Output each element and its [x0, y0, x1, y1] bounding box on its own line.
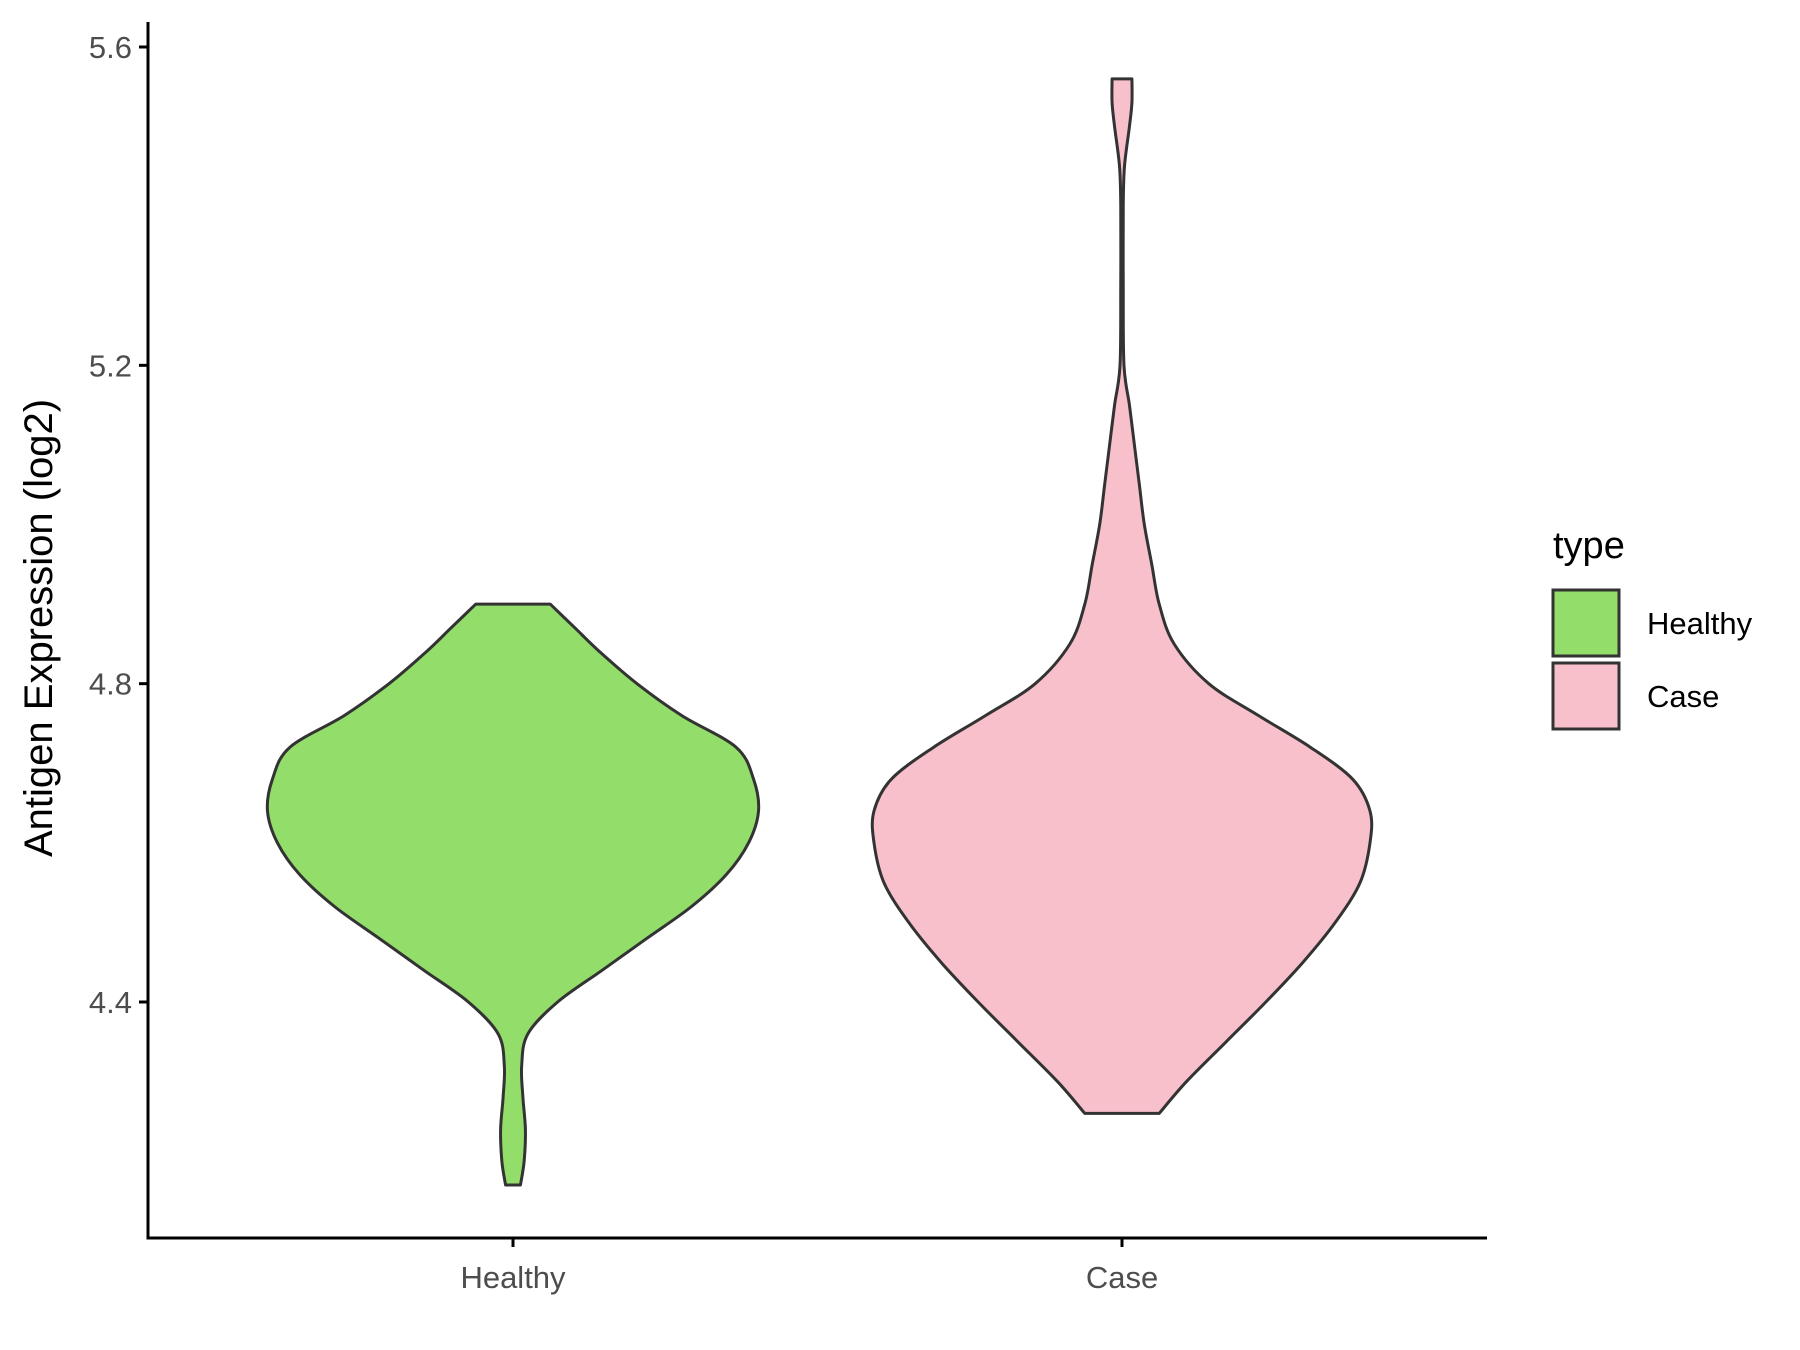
legend-swatch-case — [1551, 661, 1621, 731]
violins — [265, 77, 1374, 1187]
y-tick-label: 4.4 — [89, 985, 132, 1020]
violin-healthy — [265, 602, 761, 1187]
legend: type Healthy Case — [1551, 525, 1753, 731]
y-axis-ticks: 4.4 4.8 5.2 5.6 — [89, 30, 148, 1020]
legend-label-case: Case — [1647, 679, 1719, 714]
y-tick-label: 5.2 — [89, 348, 132, 383]
y-tick-label: 4.8 — [89, 667, 132, 702]
y-axis-title: Antigen Expression (log2) — [17, 399, 61, 857]
y-tick-label: 5.6 — [89, 30, 132, 65]
legend-title: type — [1553, 525, 1625, 567]
legend-label-healthy: Healthy — [1647, 606, 1753, 641]
x-tick-label: Case — [1086, 1260, 1158, 1295]
x-axis-ticks: Healthy Case — [460, 1238, 1158, 1295]
violin-case — [870, 77, 1374, 1115]
x-tick-label: Healthy — [460, 1260, 566, 1295]
legend-swatch-healthy — [1551, 588, 1621, 658]
